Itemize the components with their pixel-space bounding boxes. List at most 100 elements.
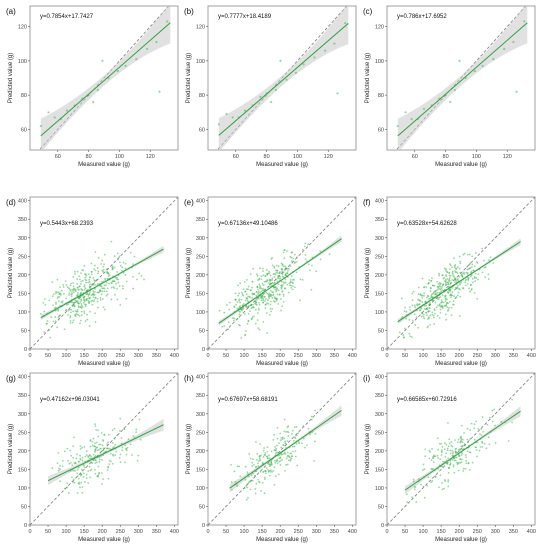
data-point: [453, 88, 456, 92]
data-point: [74, 462, 77, 465]
data-point: [273, 281, 276, 284]
data-point: [287, 434, 290, 437]
data-point: [444, 455, 447, 458]
data-point: [452, 303, 454, 306]
data-point: [270, 462, 273, 465]
data-point: [282, 265, 285, 268]
data-point: [76, 475, 79, 478]
y-tick-label: 120: [196, 25, 205, 31]
regression-line: [218, 238, 342, 324]
data-point: [69, 289, 72, 292]
data-point: [438, 304, 441, 307]
data-point: [494, 442, 497, 444]
data-point: [94, 423, 96, 426]
data-point: [446, 306, 449, 309]
data-point: [287, 269, 289, 272]
data-point: [460, 437, 463, 440]
data-point: [264, 303, 267, 306]
data-point: [92, 292, 95, 295]
data-point: [257, 465, 260, 468]
data-point: [444, 280, 447, 282]
data-point: [277, 265, 280, 268]
data-point: [281, 270, 284, 273]
data-point: [451, 279, 454, 281]
data-point: [80, 299, 83, 302]
data-point: [434, 475, 437, 478]
data-point: [476, 441, 479, 444]
data-point: [87, 482, 90, 484]
data-point: [132, 287, 135, 290]
data-point: [445, 452, 448, 455]
data-point: [92, 437, 95, 440]
data-point: [245, 305, 248, 307]
data-point: [110, 286, 113, 289]
data-point: [465, 271, 468, 274]
data-point: [254, 300, 257, 303]
data-point: [447, 421, 449, 424]
data-point: [244, 299, 247, 302]
data-point: [104, 284, 107, 287]
data-point: [441, 488, 444, 491]
data-point: [276, 444, 279, 447]
data-point: [443, 442, 446, 444]
data-point: [77, 296, 80, 299]
x-tick-label: 80: [264, 154, 270, 160]
data-point: [425, 286, 428, 289]
x-tick-label: 120: [503, 154, 512, 160]
data-point: [76, 294, 79, 297]
data-point: [456, 287, 459, 290]
data-point: [448, 268, 451, 271]
y-tick-label: 0: [381, 523, 384, 529]
data-point: [110, 298, 113, 301]
y-tick-label: 0: [381, 347, 384, 353]
data-point: [423, 305, 426, 307]
y-tick-label: 120: [375, 25, 384, 31]
data-point: [93, 291, 96, 293]
data-point: [132, 263, 134, 266]
data-point: [438, 296, 441, 299]
data-point: [448, 300, 451, 303]
data-point: [264, 288, 266, 291]
data-point: [62, 286, 65, 288]
data-point: [283, 287, 286, 290]
data-point: [272, 283, 275, 285]
data-point: [482, 259, 485, 262]
data-point: [437, 285, 439, 288]
data-point: [72, 456, 75, 459]
data-point: [432, 284, 434, 287]
data-point: [238, 299, 240, 302]
data-point: [143, 278, 145, 281]
data-point: [52, 293, 55, 296]
data-point: [291, 445, 294, 448]
data-point: [436, 437, 439, 440]
data-point: [439, 312, 442, 314]
data-point: [265, 312, 268, 314]
data-point: [249, 310, 251, 313]
data-point: [284, 278, 287, 281]
x-tick-label: 200: [276, 529, 285, 535]
data-point: [462, 287, 464, 289]
data-point: [83, 295, 86, 298]
data-point: [446, 278, 449, 280]
data-point: [119, 453, 122, 456]
data-point: [49, 336, 52, 339]
data-point: [336, 92, 339, 95]
data-point: [252, 267, 255, 270]
data-point: [315, 270, 318, 273]
data-point: [470, 270, 473, 273]
data-point: [313, 56, 316, 59]
y-tick-label: 300: [375, 412, 384, 418]
data-point: [121, 266, 124, 269]
data-point: [431, 480, 434, 482]
data-point: [246, 299, 249, 302]
data-point: [275, 452, 277, 455]
data-point: [441, 274, 444, 277]
data-point: [298, 442, 301, 445]
data-point: [273, 276, 276, 278]
data-point: [256, 279, 259, 282]
data-point: [458, 59, 461, 62]
data-point: [276, 426, 279, 429]
data-point: [250, 303, 253, 306]
data-point: [269, 313, 271, 316]
